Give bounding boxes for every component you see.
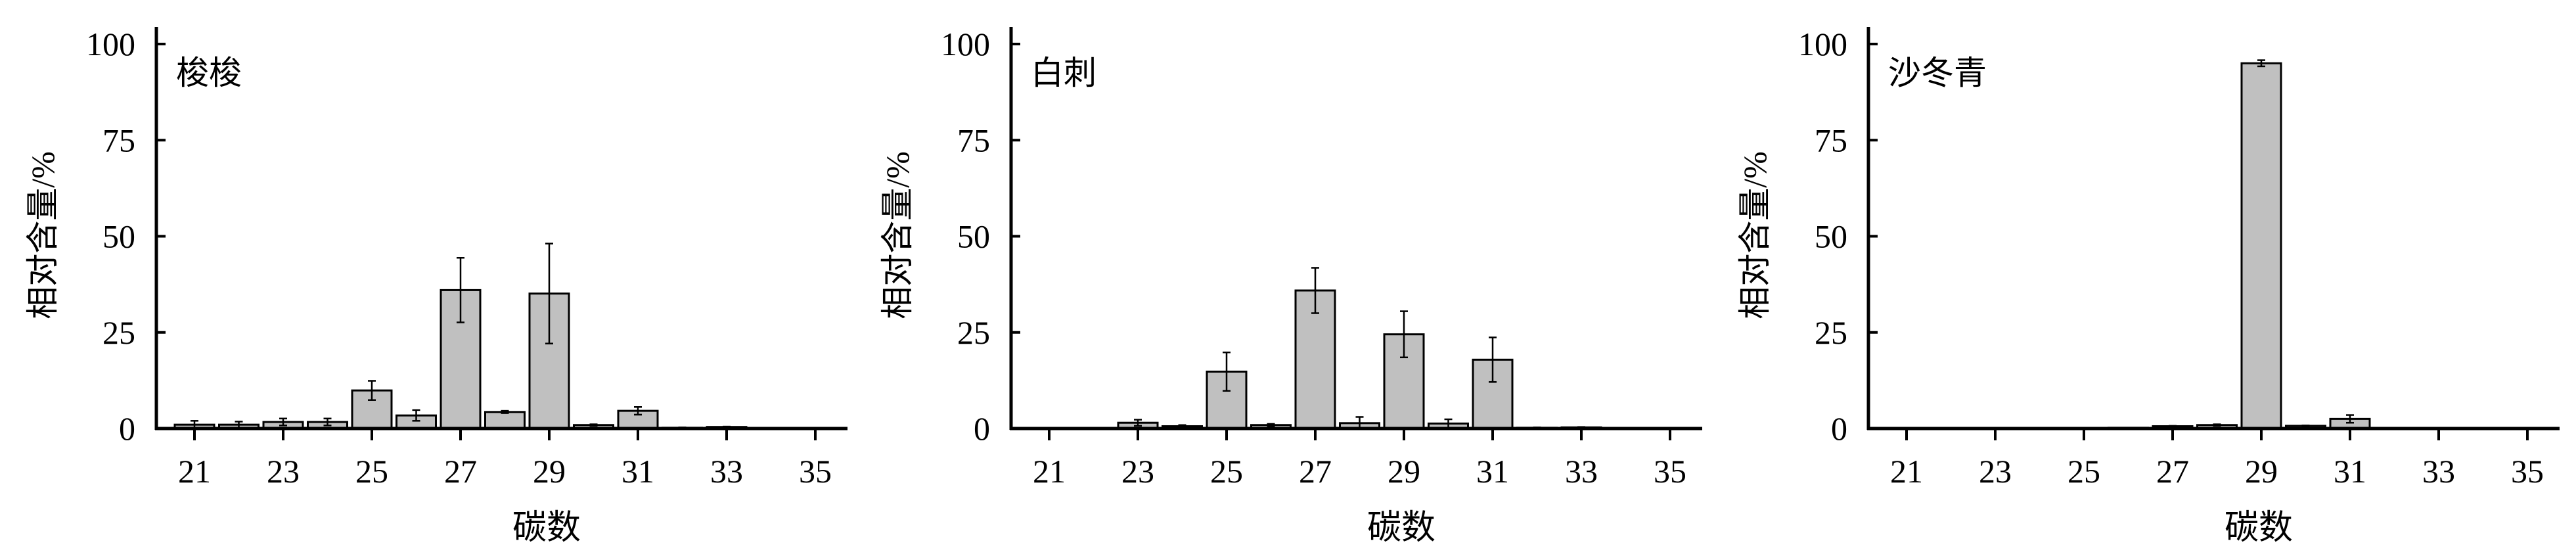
x-tick-label: 29 [1388, 453, 1420, 490]
x-tick-label: 25 [1210, 453, 1243, 490]
x-tick-label: 23 [1121, 453, 1154, 490]
x-tick-label: 35 [2511, 453, 2544, 490]
x-tick-label: 21 [1890, 453, 1923, 490]
chart-panel: 0 25 50 75 100 21 23 25 27 29 31 33 35 碳数 相对含量/% 梭梭 [24, 26, 847, 547]
x-tick-label: 35 [1654, 453, 1686, 490]
x-tick-label: 33 [710, 453, 743, 490]
y-tick-label: 100 [941, 26, 990, 62]
y-tick-label: 100 [86, 26, 135, 62]
bar [2240, 62, 2282, 430]
x-tick-label: 29 [2245, 453, 2278, 490]
x-tick-label: 35 [799, 453, 832, 490]
y-tick-label: 100 [1798, 26, 1847, 62]
y-tick-label: 0 [119, 410, 135, 447]
bar [484, 411, 526, 430]
x-tick-label: 31 [1476, 453, 1509, 490]
x-tick-label: 21 [178, 453, 211, 490]
chart-panel: 0 25 50 75 100 21 23 25 27 29 31 33 35 碳数 相对含量/% 沙冬青 [1736, 26, 2560, 547]
x-tick-label: 23 [267, 453, 300, 490]
y-axis-label: 相对含量/% [879, 151, 916, 319]
y-axis-label: 相对含量/% [1736, 151, 1773, 319]
y-tick-label: 50 [1815, 218, 1847, 255]
x-tick-label: 31 [621, 453, 654, 490]
y-tick-label: 0 [1831, 410, 1847, 447]
y-tick-label: 25 [1815, 314, 1847, 351]
x-tick-label: 27 [1299, 453, 1332, 490]
panel-title: 梭梭 [176, 55, 242, 91]
x-axis-label: 碳数 [512, 509, 581, 547]
y-axis-label: 相对含量/% [24, 151, 61, 319]
y-tick-label: 50 [957, 218, 990, 255]
y-tick-label: 50 [102, 218, 135, 255]
y-tick-label: 0 [974, 410, 990, 447]
y-tick-label: 75 [1815, 122, 1847, 158]
x-axis-label: 碳数 [1367, 509, 1435, 547]
y-tick-label: 25 [957, 314, 990, 351]
x-tick-label: 25 [2068, 453, 2100, 490]
panel-title: 白刺 [1031, 55, 1096, 91]
y-tick-label: 25 [102, 314, 135, 351]
y-tick-label: 75 [957, 122, 990, 158]
x-tick-label: 21 [1033, 453, 1066, 490]
x-tick-label: 33 [2422, 453, 2455, 490]
x-axis-label: 碳数 [2225, 509, 2293, 547]
x-tick-label: 33 [1565, 453, 1598, 490]
x-tick-label: 25 [355, 453, 388, 490]
x-tick-label: 23 [1979, 453, 2012, 490]
x-tick-label: 31 [2334, 453, 2366, 490]
y-tick-label: 75 [102, 122, 135, 158]
x-tick-label: 29 [533, 453, 566, 490]
x-tick-label: 27 [2156, 453, 2189, 490]
chart-panel: 0 25 50 75 100 21 23 25 27 29 31 33 35 碳数 相对含量/% 白刺 [879, 26, 1702, 547]
x-tick-label: 27 [444, 453, 477, 490]
panel-title: 沙冬青 [1888, 55, 1987, 91]
